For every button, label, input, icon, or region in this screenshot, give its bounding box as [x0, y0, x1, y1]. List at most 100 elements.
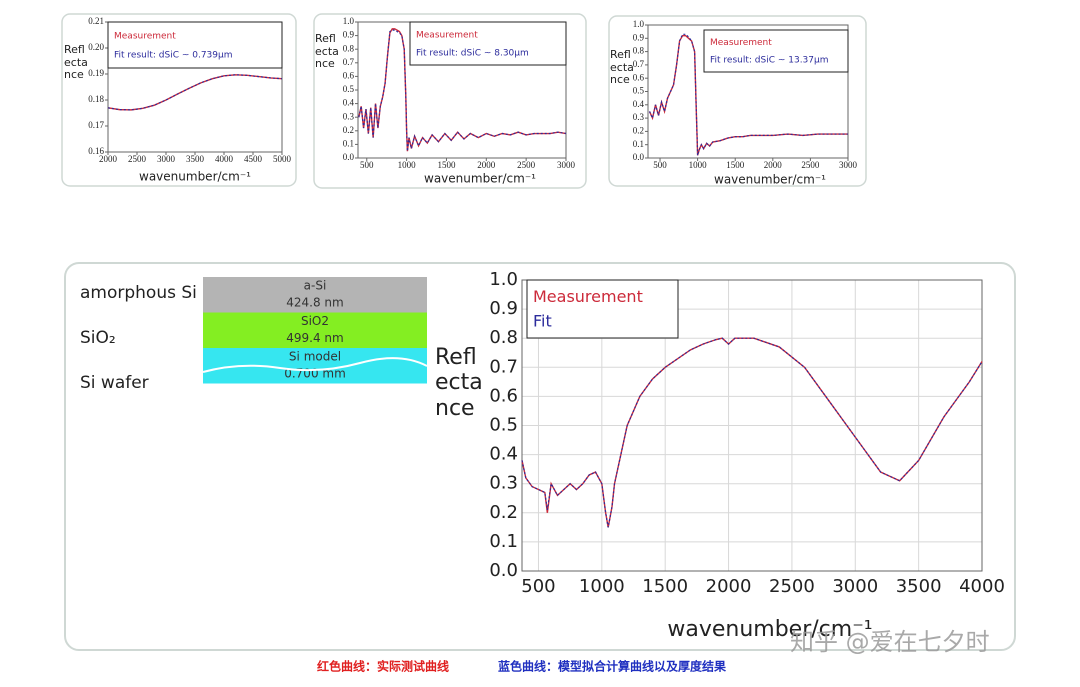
y-tick-label: 0.4	[489, 444, 518, 465]
legend-label: Measurement	[114, 31, 176, 41]
y-tick-label: 0.16	[88, 146, 104, 156]
y-tick-label: 0.18	[88, 94, 104, 104]
y-tick-label: 0.7	[633, 59, 645, 69]
layer-name: SiO₂	[80, 328, 116, 348]
y-tick-label: 0.21	[88, 16, 104, 26]
y-tick-label: 0.3	[489, 473, 518, 494]
x-tick-label: 4000	[215, 154, 234, 164]
y-tick-label: 0.1	[489, 531, 518, 552]
x-tick-label: 2000	[764, 160, 783, 170]
y-tick-label: 0.19	[88, 68, 104, 78]
y-tick-label: 0.4	[343, 98, 355, 108]
y-tick-label: 0.6	[489, 385, 518, 406]
y-tick-label: 1.0	[633, 19, 645, 29]
x-tick-label: 1500	[642, 576, 688, 597]
legend	[409, 21, 567, 66]
y-tick-label: 0.7	[489, 356, 518, 377]
legend-label: Measurement	[710, 38, 772, 48]
y-axis-label: Reflectance	[64, 44, 88, 82]
x-tick-label: 3000	[839, 160, 858, 170]
x-axis-label: wavenumber/cm⁻¹	[424, 172, 536, 186]
y-tick-label: 0.8	[489, 327, 518, 348]
x-tick-label: 5000	[273, 154, 292, 164]
y-tick-label: 1.0	[343, 16, 355, 26]
y-tick-label: 0.6	[343, 70, 355, 80]
y-axis-label-box: Reflectance	[610, 49, 634, 87]
y-tick-label: 0.2	[343, 125, 354, 135]
y-tick-label: 0.20	[88, 42, 104, 52]
x-tick-label: 4000	[959, 576, 1005, 597]
y-tick-label: 0.5	[489, 415, 518, 436]
layer-name: Si wafer	[80, 373, 149, 393]
watermark: 知乎 @爱在七夕时	[790, 628, 990, 656]
plot-frame	[521, 279, 983, 572]
x-tick-label: 2500	[128, 154, 147, 164]
y-tick-label: 0.3	[343, 111, 355, 121]
y-tick-label: 0.0	[633, 152, 645, 162]
x-axis-label: wavenumber/cm⁻¹	[139, 170, 251, 184]
y-tick-label: 0.17	[88, 120, 104, 130]
layer	[203, 312, 427, 348]
y-tick-label: 0.2	[633, 125, 644, 135]
y-tick-label: 0.2	[489, 502, 518, 523]
legend-label: Fit	[533, 311, 552, 330]
layer-name: amorphous Si	[80, 283, 197, 303]
y-axis-label: Reflectance	[610, 49, 634, 87]
y-tick-label: 0.0	[343, 152, 355, 162]
layer-label: Si model	[289, 350, 341, 364]
legend-label: Fit result: dSiC ~ 8.30μm	[416, 48, 529, 58]
y-tick-label: 1.0	[489, 269, 518, 290]
y-axis-label: Reflectance	[315, 33, 339, 71]
y-tick-label: 0.5	[343, 84, 355, 94]
legend	[107, 21, 283, 69]
x-tick-label: 3500	[896, 576, 942, 597]
x-tick-label: 3500	[186, 154, 205, 164]
y-tick-label: 0.3	[633, 112, 645, 122]
legend-label: Measurement	[533, 287, 643, 306]
y-tick-label: 0.9	[489, 298, 518, 319]
x-tick-label: 2500	[769, 576, 815, 597]
layer-label: SiO2	[301, 314, 329, 328]
layer-thickness: 499.4 nm	[286, 331, 343, 345]
x-tick-label: 500	[653, 160, 667, 170]
x-tick-label: 2500	[801, 160, 820, 170]
legend-label: Measurement	[416, 30, 478, 40]
layer-label: a-Si	[304, 279, 327, 293]
x-tick-label: 1500	[437, 160, 456, 170]
layer-thickness: 424.8 nm	[286, 296, 343, 310]
wave	[202, 357, 428, 373]
x-tick-label: 3000	[157, 154, 176, 164]
caption: 蓝色曲线：模型拟合计算曲线以及厚度结果	[498, 659, 726, 674]
y-axis-label-box: Reflectance	[315, 33, 339, 71]
x-tick-label: 2000	[706, 576, 752, 597]
legend-label: Fit result: dSiC ~ 0.739μm	[114, 51, 233, 61]
y-tick-label: 0.9	[633, 32, 645, 42]
x-tick-label: 1000	[689, 160, 708, 170]
y-axis-label-box: Reflectance	[64, 44, 88, 82]
y-tick-label: 0.8	[633, 46, 645, 56]
series-line	[107, 74, 283, 111]
x-tick-label: 2500	[517, 160, 536, 170]
y-axis-label: Reflectance	[435, 345, 483, 421]
x-tick-label: 1000	[579, 576, 625, 597]
x-tick-label: 4500	[244, 154, 263, 164]
x-axis-label: wavenumber/cm⁻¹	[667, 617, 872, 642]
x-tick-label: 2000	[477, 160, 496, 170]
series-line	[358, 29, 567, 152]
y-tick-label: 0.9	[343, 30, 355, 40]
x-tick-label: 3000	[557, 160, 576, 170]
x-tick-label: 1000	[398, 160, 417, 170]
x-tick-label: 3000	[832, 576, 878, 597]
series-line	[521, 337, 983, 528]
series-line	[648, 33, 848, 156]
x-tick-label: 500	[521, 576, 555, 597]
x-tick-label: 500	[360, 160, 374, 170]
y-tick-label: 0.7	[343, 57, 355, 67]
x-tick-label: 1500	[726, 160, 745, 170]
x-tick-label: 2000	[99, 154, 118, 164]
y-tick-label: 0.4	[633, 99, 645, 109]
x-axis-label: wavenumber/cm⁻¹	[714, 173, 826, 187]
layer	[203, 277, 427, 313]
y-axis-label-box: Reflectance	[435, 345, 483, 421]
